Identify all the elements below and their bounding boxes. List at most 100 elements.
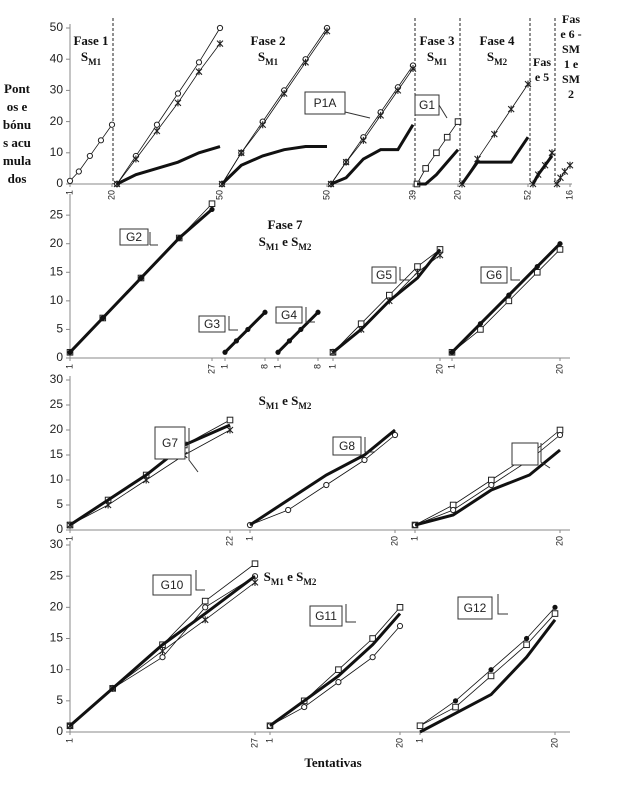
point <box>226 416 234 424</box>
annotation-box <box>154 426 186 460</box>
annotation: G10 <box>161 578 184 592</box>
point <box>553 180 561 188</box>
line <box>116 145 221 186</box>
x-tick-label: 20 <box>452 190 462 200</box>
subtitle-part: e S <box>284 569 304 584</box>
point <box>75 168 82 175</box>
subtitle-part: M1 <box>88 57 101 67</box>
point <box>369 654 376 661</box>
annotation-leader <box>399 267 410 281</box>
point <box>523 641 530 649</box>
subtitle-part: e S <box>279 234 299 249</box>
point <box>409 65 417 73</box>
point <box>551 610 559 617</box>
line <box>276 311 320 354</box>
point <box>414 263 421 270</box>
point <box>259 121 267 129</box>
subtitle: SM1 <box>427 49 448 67</box>
point <box>335 679 342 686</box>
y-tick-label: 0 <box>56 724 63 738</box>
annotation-leader <box>195 570 205 591</box>
y-tick-label: 30 <box>50 83 64 97</box>
x-tick-label: 20 <box>549 738 559 748</box>
x-tick-label: 1 <box>64 738 74 743</box>
y-tick-label: 25 <box>50 568 64 582</box>
subtitle-part: M1 <box>266 242 279 252</box>
line <box>460 136 530 185</box>
x-tick-label: 1 <box>64 536 74 541</box>
point <box>323 27 331 35</box>
point <box>443 133 451 141</box>
annotation-box <box>480 266 508 284</box>
annotation: G6 <box>486 268 502 282</box>
annotation-leader <box>228 316 238 331</box>
point <box>202 604 209 611</box>
point <box>488 481 495 489</box>
x-tick-label: 1 <box>446 364 456 369</box>
y-tick-label: 5 <box>56 497 63 511</box>
subtitle: SM1 <box>258 49 279 67</box>
x-tick-label: 22 <box>224 536 234 546</box>
subtitle: SM1 <box>81 49 102 67</box>
point <box>251 578 259 586</box>
point <box>174 90 182 97</box>
subtitle-part: M2 <box>298 401 311 411</box>
y-tick-label: 40 <box>50 51 64 65</box>
point <box>226 426 234 434</box>
y-tick-label: 20 <box>50 600 64 614</box>
annotation: G2 <box>126 230 142 244</box>
line <box>220 145 327 186</box>
annotation-leader <box>188 428 199 473</box>
annotation-box <box>119 228 149 246</box>
point <box>556 431 564 439</box>
annotation-box <box>457 596 493 620</box>
line <box>69 423 231 527</box>
point <box>302 58 309 66</box>
x-tick-label: 1 <box>409 536 419 541</box>
y-axis-label: Pontos e bónus acumulados <box>2 81 32 186</box>
annotation: G7 <box>162 436 178 450</box>
x-tick-label: 50 <box>214 190 224 200</box>
line <box>417 148 460 186</box>
point <box>108 121 116 128</box>
x-tick-label: 8 <box>259 364 269 369</box>
annotation-leader <box>497 594 508 615</box>
annotation-leader <box>540 443 551 469</box>
annotation-box <box>152 574 192 596</box>
x-tick-label: 20 <box>434 364 444 374</box>
y-tick-label: 10 <box>50 145 64 159</box>
point <box>566 161 574 169</box>
x-tick-label: 1 <box>64 364 74 369</box>
point <box>391 431 399 439</box>
point <box>524 80 532 88</box>
point <box>216 24 224 32</box>
point <box>377 111 385 119</box>
x-tick-label: 27 <box>249 738 259 748</box>
point <box>490 130 498 138</box>
point <box>556 246 564 253</box>
y-tick-label: 15 <box>50 264 64 278</box>
annotation-leader <box>510 267 520 281</box>
annotation-leader <box>438 104 448 119</box>
line <box>68 208 213 354</box>
annotation-box <box>275 306 303 324</box>
point <box>201 616 209 624</box>
line <box>330 123 415 186</box>
x-tick-label: 8 <box>312 364 322 369</box>
point <box>548 149 556 157</box>
line <box>223 311 267 354</box>
annotation: G3 <box>204 317 220 331</box>
point <box>450 506 457 514</box>
x-tick-label: 20 <box>394 738 404 748</box>
x-tick-label: 50 <box>321 190 331 200</box>
point <box>477 326 484 333</box>
subtitle-part: S <box>427 49 434 64</box>
x-axis-label: Tentativas <box>304 755 361 770</box>
annotation: G11 <box>315 609 337 623</box>
point <box>369 635 376 642</box>
subtitle-part: M2 <box>298 242 311 252</box>
x-tick-label: 20 <box>554 536 564 546</box>
subtitle-part: S <box>259 393 266 408</box>
subtitle-part: S <box>81 49 88 64</box>
